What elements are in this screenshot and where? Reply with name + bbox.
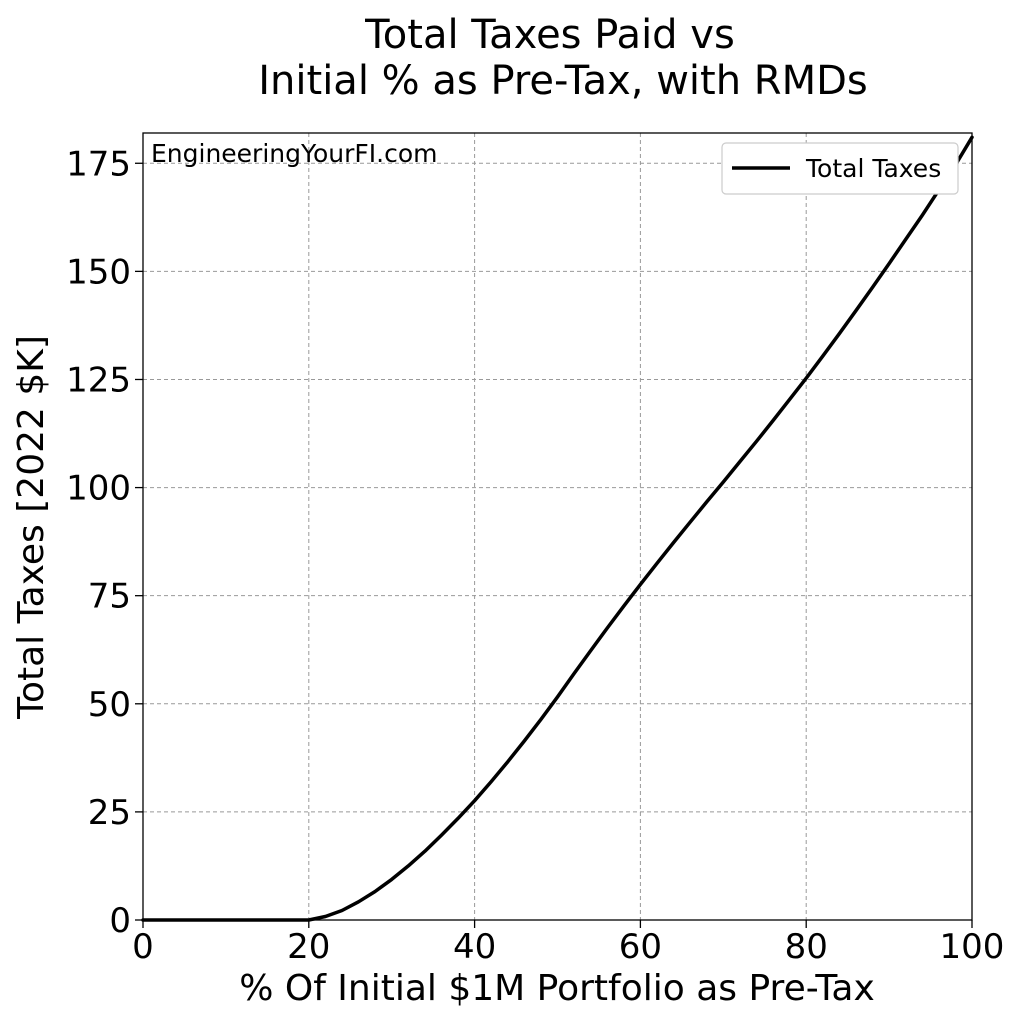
y-axis-ticks: 0 25 50 75 100 125 150 175 xyxy=(66,144,143,941)
chart-title-line-1: Total Taxes Paid vs xyxy=(364,12,735,58)
x-tick-label: 60 xyxy=(619,927,662,967)
series-line-total-taxes xyxy=(141,135,974,922)
x-axis-ticks: 0 20 40 60 80 100 xyxy=(132,920,1004,967)
y-tick-label: 100 xyxy=(66,469,131,509)
y-tick-label: 0 xyxy=(109,901,131,941)
watermark-text: EngineeringYourFI.com xyxy=(151,139,437,168)
x-tick-label: 0 xyxy=(132,927,154,967)
y-axis-label: Total Taxes [2022 $K] xyxy=(11,335,52,720)
x-tick-label: 40 xyxy=(453,927,496,967)
legend-label-total-taxes: Total Taxes xyxy=(805,154,941,183)
y-tick-label: 125 xyxy=(66,360,131,400)
legend-box xyxy=(721,142,959,195)
y-tick-label: 25 xyxy=(88,793,131,833)
x-axis-label: % Of Initial $1M Portfolio as Pre-Tax xyxy=(239,968,875,1009)
y-tick-label: 50 xyxy=(88,685,131,725)
y-tick-label: 175 xyxy=(66,144,131,184)
series-layer xyxy=(141,135,974,922)
legend: Total Taxes xyxy=(721,142,959,195)
plot-area xyxy=(143,133,972,920)
x-tick-label: 100 xyxy=(940,927,1005,967)
chart-title-line-2: Initial % as Pre-Tax, with RMDs xyxy=(258,58,868,104)
x-tick-label: 80 xyxy=(785,927,828,967)
x-tick-label: 20 xyxy=(287,927,330,967)
y-tick-label: 150 xyxy=(66,252,131,292)
grid-lines xyxy=(143,133,972,920)
plot-frame xyxy=(142,132,973,921)
y-tick-label: 75 xyxy=(88,577,131,617)
